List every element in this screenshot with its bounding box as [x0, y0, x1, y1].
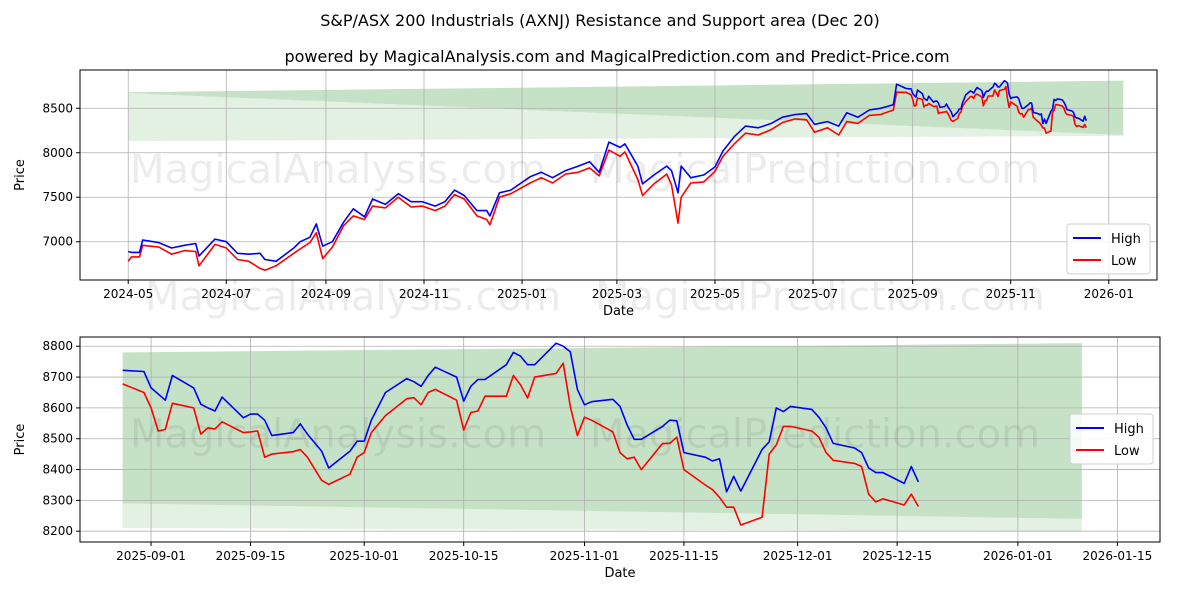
y-tick-label: 8500 [42, 432, 73, 446]
x-tick-label: 2024-05 [103, 287, 153, 301]
legend-box [1069, 413, 1154, 465]
legend-low-label: Low [1114, 444, 1140, 459]
support-band-light [122, 503, 1082, 532]
y-tick-label: 8200 [42, 524, 73, 538]
x-tick-label: 2025-09 [888, 287, 938, 301]
low-series-line [127, 85, 1088, 272]
legend-low-label: Low [1111, 254, 1137, 269]
support-band-light [128, 93, 1124, 142]
x-tick-label: 2025-11-15 [649, 549, 719, 563]
x-tick-label: 2025-07 [788, 287, 838, 301]
chart-title: S&P/ASX 200 Industrials (AXNJ) Resistanc… [320, 11, 880, 30]
top-chart: 2024-05 2024-07 2024-09 2024-11 2025-01 2025-… [13, 69, 1158, 319]
plot-frame [79, 69, 1158, 281]
x-tick-label: 2025-03 [592, 287, 642, 301]
y-axis-label: Price [13, 159, 28, 191]
y-tick-label: 8000 [42, 146, 73, 160]
x-axis-label: Date [604, 566, 635, 581]
legend: High Low [1069, 413, 1154, 465]
y-axis-label: Price [13, 424, 28, 456]
y-tick-label: 8300 [42, 493, 73, 507]
watermark-prediction: MagicalPrediction.com [595, 274, 1045, 320]
x-tick-label: 2025-12-15 [862, 549, 932, 563]
x-tick-label: 2026-01 [1084, 287, 1134, 301]
y-tick-label: 8700 [42, 370, 73, 384]
resistance-support-band [128, 80, 1124, 135]
watermark-mid: MagicalAnalysis.com MagicalPrediction.co… [145, 274, 1045, 320]
x-tick-label: 2026-01-01 [983, 549, 1053, 563]
x-tick-label: 2025-05 [690, 287, 740, 301]
x-tick-label: 2024-09 [301, 287, 351, 301]
x-tick-label: 2025-01 [497, 287, 547, 301]
y-tick-label: 8400 [42, 463, 73, 477]
bottom-chart: 2025-09-01 2025-09-15 2025-10-01 2025-10-15… [13, 336, 1161, 581]
x-tick-label: 2026-01-15 [1082, 549, 1152, 563]
plot-frame [79, 336, 1161, 543]
x-tick-label: 2025-12-01 [763, 549, 833, 563]
resistance-support-band [122, 343, 1082, 519]
x-tick-label: 2025-10-01 [329, 549, 399, 563]
x-tick-label: 2025-11-01 [550, 549, 620, 563]
x-tick-label: 2025-11 [986, 287, 1036, 301]
y-tick-label: 8600 [42, 401, 73, 415]
y-tick-label: 8800 [42, 339, 73, 353]
chart-subtitle: powered by MagicalAnalysis.com and Magic… [284, 47, 949, 66]
x-tick-label: 2024-07 [201, 287, 251, 301]
x-tick-label: 2025-10-15 [429, 549, 499, 563]
high-series-line [122, 342, 920, 493]
legend-box [1066, 223, 1151, 275]
x-tick-label: 2025-09-01 [116, 549, 186, 563]
watermark-prediction: MagicalPrediction.com [590, 147, 1040, 193]
x-tick-label: 2024-11 [399, 287, 449, 301]
low-series-line [122, 362, 920, 526]
watermark-analysis: MagicalAnalysis.com [130, 412, 546, 458]
x-axis-label: Date [603, 304, 634, 319]
x-tick-label: 2025-09-15 [216, 549, 286, 563]
watermark-analysis: MagicalAnalysis.com [130, 147, 546, 193]
watermark-analysis: MagicalAnalysis.com [145, 274, 561, 320]
y-tick-label: 7000 [42, 235, 73, 249]
high-series-line [127, 79, 1088, 263]
legend-high-label: High [1111, 232, 1141, 247]
y-tick-label: 8500 [42, 101, 73, 115]
legend-high-label: High [1114, 422, 1144, 437]
legend: High Low [1066, 223, 1151, 275]
y-tick-label: 7500 [42, 190, 73, 204]
